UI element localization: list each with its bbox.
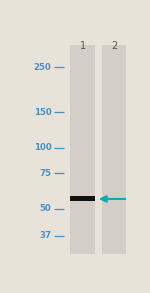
Text: 150: 150 [34, 108, 51, 117]
Text: 75: 75 [39, 169, 51, 178]
Text: 250: 250 [34, 63, 51, 71]
Text: 50: 50 [40, 205, 51, 214]
Text: 37: 37 [39, 231, 51, 240]
Text: 2: 2 [111, 41, 117, 51]
Text: 100: 100 [34, 143, 51, 152]
Bar [70, 197, 95, 202]
Text: 1: 1 [80, 41, 86, 51]
